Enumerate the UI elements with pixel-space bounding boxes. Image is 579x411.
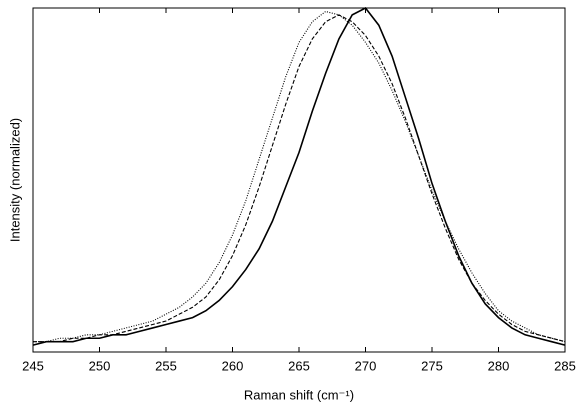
y-axis-label: Intensity (normalized) <box>7 118 22 242</box>
line-series <box>33 14 566 343</box>
x-tick-label: 250 <box>89 358 111 373</box>
x-tick-label: 265 <box>288 358 310 373</box>
x-tick-label: 270 <box>355 358 377 373</box>
x-tick-label: 275 <box>421 358 443 373</box>
line-series <box>33 10 566 343</box>
line-series <box>32 6 566 346</box>
x-tick-label: 285 <box>554 358 576 373</box>
x-axis-label: Raman shift (cm⁻¹) <box>244 387 354 402</box>
x-tick-label: 260 <box>222 358 244 373</box>
x-tick-label: 280 <box>488 358 510 373</box>
x-tick-label: 245 <box>22 358 44 373</box>
x-tick-label: 255 <box>155 358 177 373</box>
